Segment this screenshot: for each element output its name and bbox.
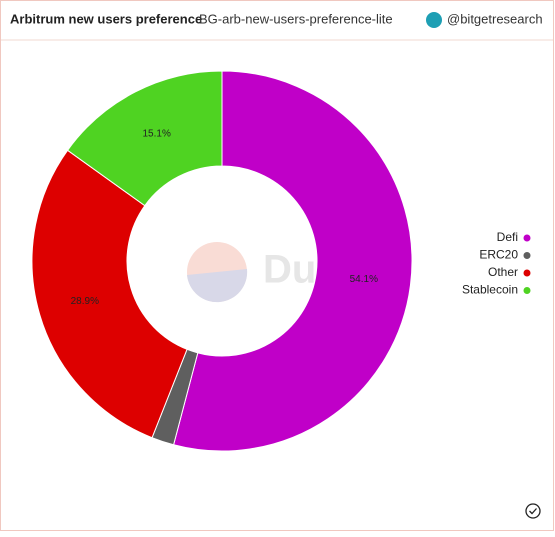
legend-swatch bbox=[523, 269, 531, 277]
legend-label: Stablecoin bbox=[462, 283, 518, 297]
author-avatar bbox=[426, 12, 442, 28]
legend-swatch bbox=[523, 234, 531, 242]
donut-slice bbox=[172, 70, 413, 452]
chart-subtitle: BG-arb-new-users-preference-lite bbox=[199, 11, 393, 26]
check-icon[interactable] bbox=[525, 503, 541, 519]
donut-slice bbox=[66, 70, 223, 207]
watermark-logo-lower bbox=[187, 269, 248, 303]
check-mark bbox=[529, 508, 537, 515]
donut-slice bbox=[31, 149, 188, 439]
legend-label: Other bbox=[488, 265, 518, 279]
legend-swatch bbox=[523, 252, 531, 259]
legend-swatch bbox=[523, 287, 531, 294]
slice-label: 15.1% bbox=[142, 128, 170, 139]
legend-label: ERC20 bbox=[479, 248, 518, 262]
author: @bitgetresearch bbox=[447, 11, 543, 26]
slice-label: 54.1% bbox=[350, 274, 378, 285]
slice-label: 28.9% bbox=[71, 296, 99, 307]
legend-label: Defi bbox=[497, 230, 518, 244]
plot: Dune54.1%28.9%15.1%DefiERC20OtherStablec… bbox=[31, 70, 531, 452]
chart-title: Arbitrum new users preference bbox=[10, 11, 202, 26]
